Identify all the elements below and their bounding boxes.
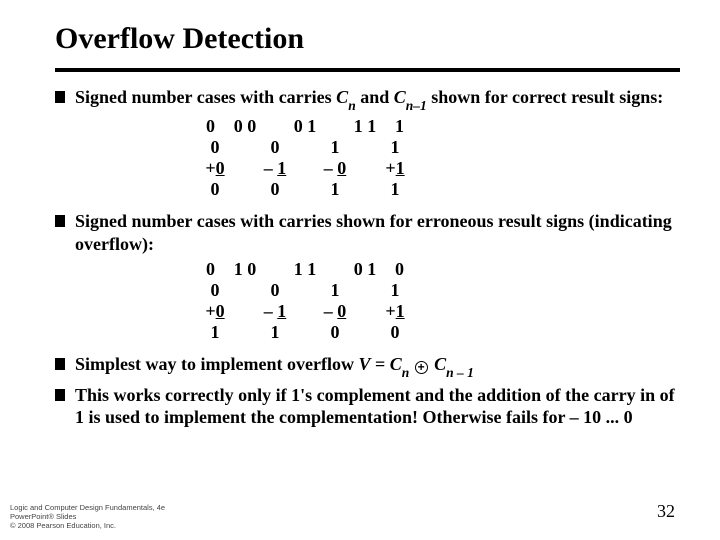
s2: – 0	[305, 158, 365, 179]
op2-row: +0 – 1 – 0 +1	[185, 158, 680, 179]
u1: 1	[277, 158, 286, 178]
o11: 0	[245, 137, 305, 158]
s0: +0	[185, 158, 245, 179]
esg0: +	[205, 301, 215, 321]
r3: 1	[365, 179, 425, 200]
es1: – 1	[245, 301, 305, 322]
res-row: 0 0 1 1	[185, 179, 680, 200]
ec0: 0	[185, 259, 215, 280]
res-row: 1 1 0 0	[185, 322, 680, 343]
correct-cases: 0 0 0 0 1 1 1 1 0 0 1 1 +0 – 1 – 0 +1 0 …	[185, 116, 680, 200]
u0: 0	[216, 158, 225, 178]
b1-cn: C	[336, 87, 348, 107]
b1-pre: Signed number cases with carries	[75, 87, 336, 107]
c1: 0 0	[215, 116, 275, 137]
eo13: 1	[365, 280, 425, 301]
eu0: 0	[216, 301, 225, 321]
op1-row: 0 0 1 1	[185, 280, 680, 301]
bullet-icon	[55, 91, 65, 103]
bullet-2: Signed number cases with carries shown f…	[55, 210, 680, 255]
o10: 0	[185, 137, 245, 158]
s1: – 1	[245, 158, 305, 179]
b1-cn-sub: n	[348, 98, 356, 113]
esg1: –	[264, 301, 273, 321]
c3: 1 1	[335, 116, 395, 137]
slide: Overflow Detection Signed number cases w…	[0, 0, 720, 540]
b4-post: 10 ... 0	[579, 407, 633, 427]
bullet-4-text: This works correctly only if 1's complem…	[75, 384, 680, 429]
s3: +1	[365, 158, 425, 179]
er3: 0	[365, 322, 425, 343]
er2: 0	[305, 322, 365, 343]
sg2: –	[324, 158, 333, 178]
eo11: 0	[245, 280, 305, 301]
op1-row: 0 0 1 1	[185, 137, 680, 158]
b1-and: and	[356, 87, 394, 107]
xor-icon: +	[415, 361, 428, 374]
page-number: 32	[657, 501, 675, 522]
b1-cn1: C	[394, 87, 406, 107]
slide-title: Overflow Detection	[55, 22, 680, 56]
bullet-2-text: Signed number cases with carries shown f…	[75, 210, 680, 255]
footer-l3: © 2008 Pearson Education, Inc.	[10, 521, 165, 530]
b4-dash: –	[570, 407, 579, 427]
carries-row: 0 1 0 1 1 0 1 0	[185, 259, 680, 280]
bullet-3: Simplest way to implement overflow V = C…	[55, 353, 680, 379]
c4: 1	[395, 116, 425, 137]
ec2: 1 1	[275, 259, 335, 280]
carries-row: 0 0 0 0 1 1 1 1	[185, 116, 680, 137]
u2: 0	[337, 158, 346, 178]
esg2: –	[324, 301, 333, 321]
bullet-icon	[55, 358, 65, 370]
title-rule	[55, 68, 680, 72]
eo10: 0	[185, 280, 245, 301]
sg1: –	[264, 158, 273, 178]
b3-cn1: C	[434, 354, 446, 374]
eo12: 1	[305, 280, 365, 301]
bullet-4: This works correctly only if 1's complem…	[55, 384, 680, 429]
u3: 1	[396, 158, 405, 178]
footer-l1: Logic and Computer Design Fundamentals, …	[10, 503, 165, 512]
c0: 0	[185, 116, 215, 137]
eu2: 0	[337, 301, 346, 321]
er0: 1	[185, 322, 245, 343]
b1-cn1-sub: n–1	[406, 98, 427, 113]
o13: 1	[365, 137, 425, 158]
r0: 0	[185, 179, 245, 200]
b1-post: shown for correct result signs:	[427, 87, 663, 107]
op2-row: +0 – 1 – 0 +1	[185, 301, 680, 322]
es2: – 0	[305, 301, 365, 322]
eu3: 1	[396, 301, 405, 321]
ec3: 0 1	[335, 259, 395, 280]
b3-cn1-sub: n – 1	[446, 365, 474, 380]
b3-cn: C	[390, 354, 402, 374]
bullet-1-text: Signed number cases with carries Cn and …	[75, 86, 663, 112]
footer: Logic and Computer Design Fundamentals, …	[10, 503, 165, 530]
es3: +1	[365, 301, 425, 322]
ec1: 1 0	[215, 259, 275, 280]
b3-eq: =	[370, 354, 389, 374]
es0: +0	[185, 301, 245, 322]
esg3: +	[385, 301, 395, 321]
sg3: +	[385, 158, 395, 178]
b3-cn-sub: n	[402, 365, 413, 380]
b3-pre: Simplest way to implement overflow	[75, 354, 358, 374]
bullet-icon	[55, 389, 65, 401]
eu1: 1	[277, 301, 286, 321]
er1: 1	[245, 322, 305, 343]
error-cases: 0 1 0 1 1 0 1 0 0 0 1 1 +0 – 1 – 0 +1 1 …	[185, 259, 680, 343]
bullet-1: Signed number cases with carries Cn and …	[55, 86, 680, 112]
footer-l2: PowerPoint® Slides	[10, 512, 165, 521]
b3-v: V	[358, 354, 370, 374]
bullet-3-text: Simplest way to implement overflow V = C…	[75, 353, 474, 379]
sg0: +	[205, 158, 215, 178]
o12: 1	[305, 137, 365, 158]
ec4: 0	[395, 259, 425, 280]
r2: 1	[305, 179, 365, 200]
r1: 0	[245, 179, 305, 200]
bullet-icon	[55, 215, 65, 227]
c2: 0 1	[275, 116, 335, 137]
